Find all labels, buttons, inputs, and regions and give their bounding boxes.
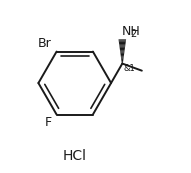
Polygon shape	[120, 51, 125, 53]
Polygon shape	[121, 54, 124, 55]
Text: HCl: HCl	[63, 149, 87, 163]
Polygon shape	[120, 50, 125, 51]
Polygon shape	[120, 53, 124, 54]
Polygon shape	[122, 62, 123, 63]
Polygon shape	[121, 60, 123, 61]
Text: &1: &1	[124, 64, 135, 73]
Text: NH: NH	[121, 25, 140, 38]
Text: F: F	[44, 116, 51, 129]
Polygon shape	[121, 57, 124, 59]
Polygon shape	[119, 42, 126, 43]
Polygon shape	[121, 55, 124, 56]
Polygon shape	[119, 44, 125, 45]
Polygon shape	[121, 59, 124, 60]
Text: Br: Br	[38, 37, 51, 50]
Polygon shape	[121, 56, 124, 57]
Polygon shape	[119, 43, 126, 44]
Polygon shape	[120, 48, 125, 49]
Polygon shape	[119, 40, 126, 42]
Polygon shape	[118, 39, 126, 40]
Polygon shape	[120, 49, 125, 50]
Polygon shape	[119, 45, 125, 47]
Polygon shape	[121, 61, 123, 62]
Text: 2: 2	[130, 29, 136, 39]
Polygon shape	[120, 47, 125, 48]
